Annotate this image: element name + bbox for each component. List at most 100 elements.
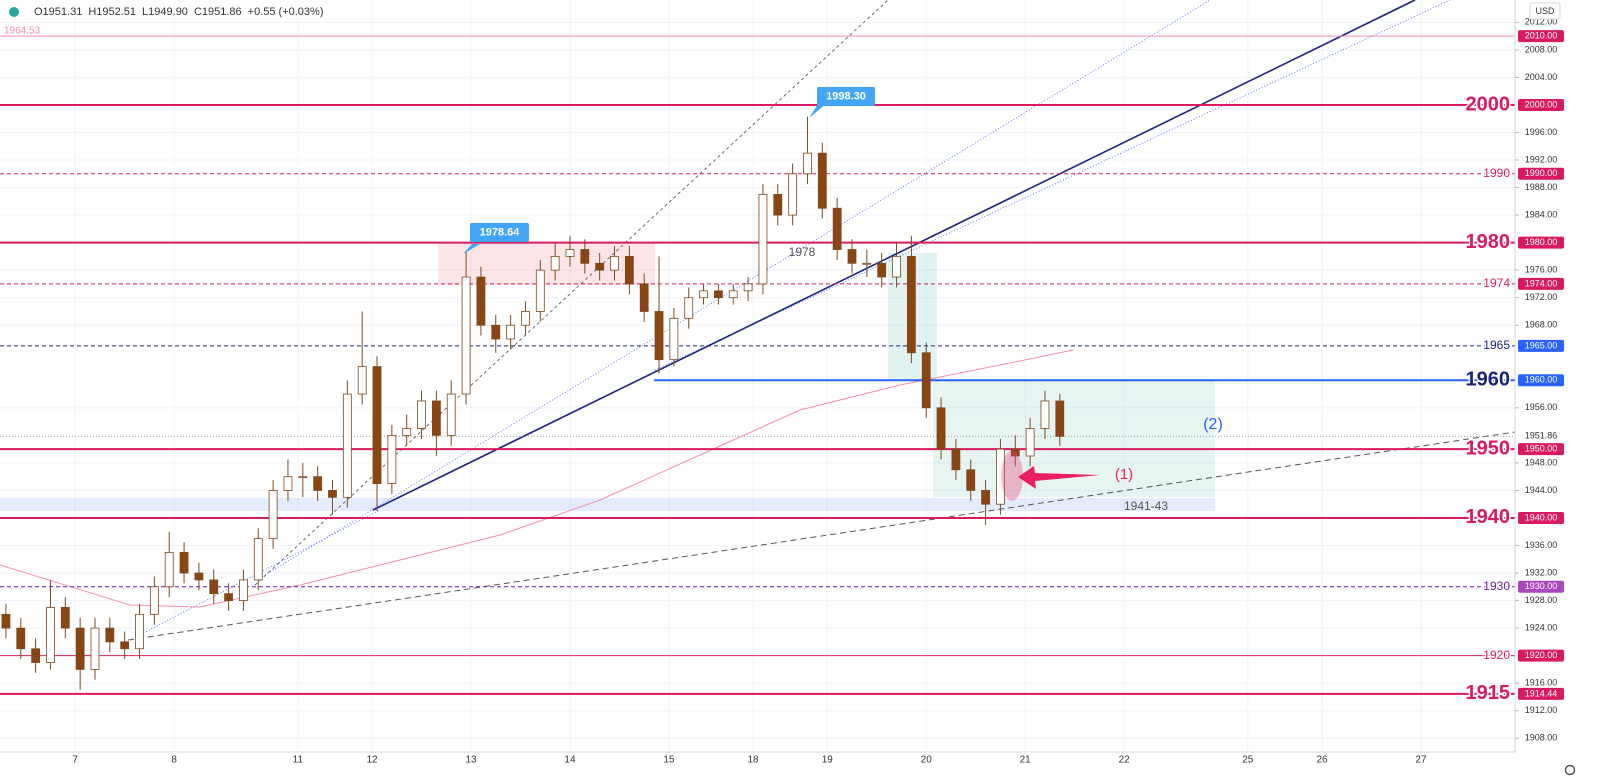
candle-body bbox=[75, 627, 85, 670]
axes: 7 8 11 12 13 14 15 18 19 20 21 22 25 26 272012.002008.… bbox=[72, 17, 1564, 766]
candle-body bbox=[298, 476, 308, 479]
level-badge bbox=[1518, 580, 1564, 593]
level-badge bbox=[1518, 339, 1564, 352]
candle-body bbox=[817, 152, 827, 209]
candle-body bbox=[1055, 400, 1065, 437]
candle-body bbox=[669, 317, 679, 361]
last-price-label: 1951.86 bbox=[1525, 431, 1558, 441]
support-zone bbox=[0, 498, 1215, 511]
candle-body bbox=[1040, 400, 1050, 429]
change: +0.55 (+0.03%) bbox=[248, 6, 324, 18]
currency[interactable]: USD bbox=[1535, 6, 1555, 16]
levels bbox=[0, 35, 1515, 695]
level-badge-text: 1914.44 bbox=[1525, 688, 1558, 698]
price-axis bbox=[1515, 0, 1600, 784]
level-badge-text: 1990.00 bbox=[1525, 168, 1558, 178]
callout bbox=[470, 223, 529, 242]
y-tick-label: 1972.00 bbox=[1525, 292, 1558, 302]
candle-body bbox=[313, 476, 323, 491]
level-badge-text: 2010.00 bbox=[1525, 31, 1558, 41]
candle-body bbox=[639, 283, 649, 312]
x-tick-label: 8 bbox=[171, 755, 177, 766]
arrow-label: (1) bbox=[1115, 466, 1133, 483]
candle-body bbox=[610, 256, 619, 271]
candle-body bbox=[476, 276, 486, 326]
candle-body bbox=[936, 407, 946, 450]
level-badge bbox=[1518, 236, 1564, 249]
candle-body bbox=[684, 297, 694, 319]
candle-body bbox=[342, 393, 352, 498]
y-tick-label: 1908.00 bbox=[1525, 733, 1558, 743]
candle-body bbox=[60, 607, 70, 629]
level-label: 1920 bbox=[1483, 648, 1510, 662]
candles bbox=[1, 116, 1065, 691]
candle-body bbox=[357, 366, 367, 395]
candle-body bbox=[788, 173, 798, 216]
candle-body bbox=[996, 448, 1005, 505]
level-label: 1965 bbox=[1483, 338, 1510, 352]
ohlc-value: C1951.86 bbox=[194, 6, 242, 18]
candle-body bbox=[892, 256, 901, 278]
candle-body bbox=[550, 256, 560, 271]
x-tick-label: 25 bbox=[1242, 755, 1254, 766]
candle-body bbox=[654, 311, 664, 361]
level-badge-text: 1980.00 bbox=[1525, 237, 1558, 247]
level-label: 1960 bbox=[1466, 369, 1511, 391]
trend-line bbox=[654, 0, 1451, 371]
candle-body bbox=[149, 586, 159, 615]
candle-body bbox=[253, 538, 263, 581]
ref-price: 1964.53 bbox=[4, 26, 41, 37]
x-tick-label: 14 bbox=[564, 755, 576, 766]
y-tick-label: 1912.00 bbox=[1525, 705, 1558, 715]
candle-body bbox=[743, 283, 753, 292]
level-label: 1940 bbox=[1466, 506, 1511, 528]
y-tick-label: 1936.00 bbox=[1525, 540, 1558, 550]
callout-text: 1978.64 bbox=[480, 226, 521, 238]
level-badge-text: 1974.00 bbox=[1525, 278, 1558, 288]
trend-line bbox=[372, 0, 1416, 511]
level-badge-text: 1950.00 bbox=[1525, 444, 1558, 454]
status-dot bbox=[9, 7, 19, 17]
y-tick-label: 1976.00 bbox=[1525, 265, 1558, 275]
candle-body bbox=[224, 593, 233, 601]
ohlc-value: L1949.90 bbox=[142, 6, 188, 18]
y-tick-label: 1928.00 bbox=[1525, 595, 1558, 605]
level-label: 1974 bbox=[1483, 276, 1510, 290]
currency-button[interactable] bbox=[1529, 2, 1561, 20]
callout bbox=[817, 87, 875, 106]
trend-line bbox=[127, 431, 1516, 641]
candle-body bbox=[773, 194, 783, 216]
candle-body bbox=[239, 579, 248, 601]
candle-body bbox=[283, 476, 293, 491]
candle-body bbox=[209, 579, 219, 595]
level-badge bbox=[1518, 98, 1564, 111]
candle-body bbox=[387, 434, 397, 484]
x-tick-label: 15 bbox=[663, 755, 675, 766]
ohlc-header: O1951.31 H1952.51 L1949.90 C1951.86 +0.55 (+… bbox=[34, 6, 324, 18]
candle-body bbox=[966, 469, 976, 491]
candle-body bbox=[714, 290, 723, 299]
candle-body bbox=[179, 551, 189, 574]
arrow bbox=[1018, 466, 1100, 489]
level-badge bbox=[1518, 511, 1564, 524]
candle-body bbox=[135, 613, 144, 650]
candle-body bbox=[194, 572, 204, 581]
target-zone bbox=[933, 380, 1215, 497]
level-badge-text: 1965.00 bbox=[1525, 340, 1558, 350]
grid bbox=[0, 0, 1515, 752]
candle-body bbox=[595, 262, 605, 271]
x-tick-label: 26 bbox=[1316, 755, 1328, 766]
level-label: 1980 bbox=[1466, 231, 1511, 253]
settings-icon[interactable] bbox=[1564, 764, 1576, 776]
candle-body bbox=[90, 627, 100, 670]
x-tick-label: 21 bbox=[1020, 755, 1032, 766]
support-label: 1941-43 bbox=[1124, 499, 1168, 513]
level-label: 1950 bbox=[1466, 437, 1511, 459]
highlight bbox=[1001, 451, 1023, 501]
trend-line bbox=[129, 509, 381, 641]
target-label: (2) bbox=[1203, 416, 1223, 433]
candle-body bbox=[268, 490, 278, 540]
candle-body bbox=[877, 262, 887, 278]
